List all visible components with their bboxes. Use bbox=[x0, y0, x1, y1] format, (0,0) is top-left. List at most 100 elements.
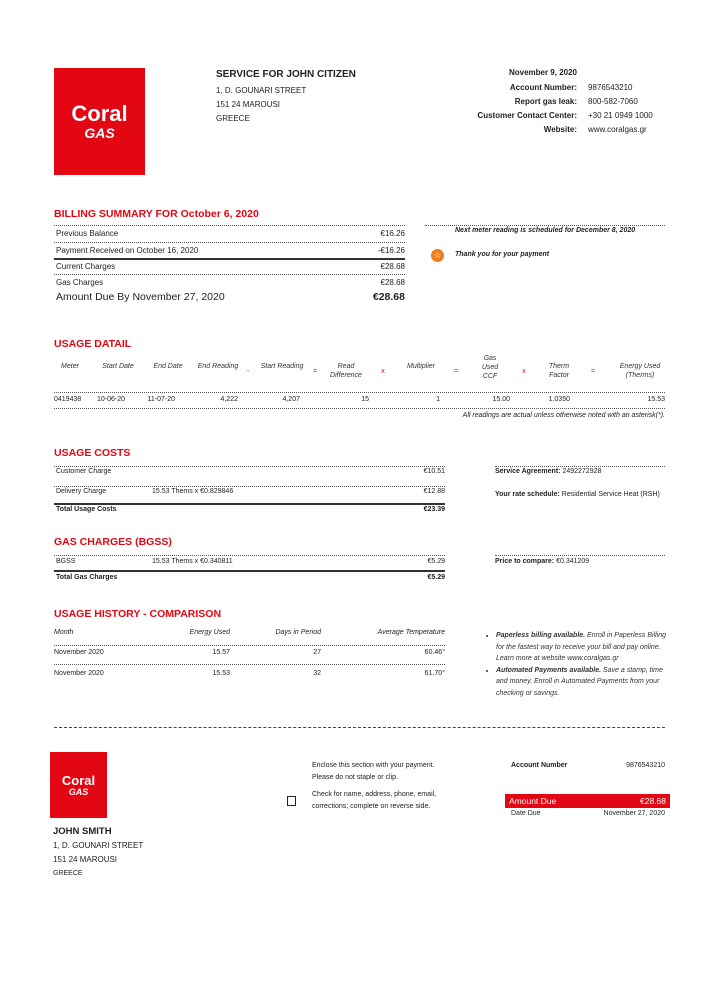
total-usage-costs-label: Total Usage Costs bbox=[56, 506, 117, 513]
divider bbox=[54, 225, 405, 226]
tips-list: Paperless billing available. Enroll in P… bbox=[482, 630, 667, 699]
delivery-charge-label: Delivery Charge bbox=[56, 488, 107, 495]
check-line-1: Check for name, address, phone, email, bbox=[312, 791, 437, 798]
usage-detail-cell: 4,222 bbox=[220, 396, 238, 403]
divider bbox=[495, 555, 665, 556]
stub-date-label: Date Due bbox=[511, 810, 541, 817]
divider bbox=[425, 225, 665, 226]
total-gas-charges-value: €5.29 bbox=[427, 574, 445, 581]
usage-detail-header: Multiplier bbox=[406, 363, 435, 370]
history-row-1-days: 27 bbox=[313, 649, 321, 656]
total-usage-costs-value: €23.39 bbox=[423, 506, 445, 513]
thanks-message: Thank you for your payment bbox=[455, 251, 550, 258]
divider bbox=[54, 555, 445, 556]
history-row-1-energy: 15.57 bbox=[212, 649, 230, 656]
usage-detail-header: = bbox=[453, 368, 459, 375]
bgss-label: BGSS bbox=[56, 558, 76, 565]
stub-name: JOHN SMITH bbox=[53, 826, 112, 837]
gas-charges-title: GAS CHARGES (BGSS) bbox=[54, 536, 172, 548]
usage-detail-cell: 1.0350 bbox=[548, 396, 570, 403]
divider bbox=[54, 503, 445, 505]
contact-center-phone: +30 21 0949 1000 bbox=[588, 111, 653, 120]
price-to-compare: Price to compare: €0.341209 bbox=[495, 558, 590, 565]
usage-detail-header: = bbox=[312, 368, 318, 375]
website-link[interactable]: www.coralgas.gr bbox=[588, 125, 647, 134]
customer-charge-value: €10.51 bbox=[423, 468, 445, 475]
usage-detail-cell: 1 bbox=[436, 396, 440, 403]
usage-detail-cell: 15 bbox=[361, 396, 369, 403]
current-charges-value: €28.68 bbox=[380, 262, 405, 271]
previous-balance-label: Previous Balance bbox=[56, 229, 119, 238]
stub-amount: €28.68 bbox=[640, 796, 666, 806]
readings-note: All readings are actual unless otherwise… bbox=[462, 412, 665, 419]
bgss-value: €5.29 bbox=[427, 558, 445, 565]
delivery-charge-detail: 15.53 Thems x €0.829846 bbox=[152, 488, 234, 495]
usage-detail-cell: 11-07-20 bbox=[147, 396, 175, 403]
service-address-2: 151 24 MAROUSI bbox=[216, 100, 281, 109]
usage-detail-header: Start Date bbox=[102, 363, 134, 370]
usage-detail-header: x bbox=[522, 368, 526, 375]
tear-line bbox=[54, 727, 665, 728]
usage-history-title: USAGE HISTORY - COMPARISON bbox=[54, 608, 222, 620]
billing-summary-title: BILLING SUMMARY FOR October 6, 2020 bbox=[54, 208, 259, 220]
usage-detail-header: = bbox=[590, 368, 596, 375]
account-number-label: Account Number: bbox=[509, 83, 577, 92]
usage-detail-header: x bbox=[381, 368, 385, 375]
usage-detail-cell: 15.00 bbox=[492, 396, 510, 403]
stub-date: November 27, 2020 bbox=[603, 810, 665, 817]
history-header-temp: Average Temperature bbox=[377, 629, 445, 636]
usage-detail-header: Start Reading bbox=[260, 363, 304, 370]
tip-paperless: Paperless billing available. Enroll in P… bbox=[496, 630, 667, 665]
divider bbox=[54, 242, 405, 243]
divider bbox=[54, 645, 445, 646]
stub-address-1: 1, D. GOUNARI STREET bbox=[53, 841, 144, 850]
history-row-1-temp: 60.46° bbox=[424, 649, 445, 656]
rate-schedule: Your rate schedule: Residential Service … bbox=[495, 491, 660, 498]
amount-due-bar: Amount Due €28.68 bbox=[505, 794, 670, 808]
divider bbox=[54, 408, 665, 409]
history-header-energy: Energy Used bbox=[189, 629, 230, 636]
gas-charges-label: Gas Charges bbox=[56, 278, 104, 287]
divider bbox=[495, 466, 665, 467]
usage-costs-title: USAGE COSTS bbox=[54, 447, 131, 459]
star-icon: ☆ bbox=[431, 249, 444, 262]
bgss-detail: 15.53 Thems x €0.340811 bbox=[152, 558, 233, 565]
usage-detail-header: End Reading bbox=[197, 363, 239, 370]
enclose-line-2: Please do not staple or clip. bbox=[312, 774, 398, 781]
usage-detail-title: USAGE DATAIL bbox=[54, 338, 132, 350]
gas-charges-value: €28.68 bbox=[380, 278, 405, 287]
divider bbox=[54, 274, 405, 275]
usage-detail-cell: 0419438 bbox=[54, 396, 82, 403]
gas-leak-label: Report gas leak: bbox=[514, 97, 577, 106]
usage-detail-header: Therm Factor bbox=[548, 363, 570, 379]
corrections-checkbox[interactable] bbox=[287, 796, 296, 806]
service-address-3: GREECE bbox=[216, 114, 250, 123]
history-row-2-temp: 61.70° bbox=[424, 670, 445, 677]
usage-detail-cell: 15.53 bbox=[647, 396, 665, 403]
service-title: SERVICE FOR JOHN CITIZEN bbox=[216, 69, 356, 80]
service-address-1: 1, D. GOUNARI STREET bbox=[216, 86, 307, 95]
usage-detail-header: - bbox=[246, 368, 250, 375]
previous-balance-value: €16.26 bbox=[380, 229, 405, 238]
next-reading-note: Next meter reading is scheduled for Dece… bbox=[455, 227, 636, 234]
stub-address-2: 151 24 MAROUSI bbox=[53, 855, 118, 864]
enclose-line-1: Enclose this section with your payment. bbox=[312, 762, 435, 769]
usage-detail-cell: 4,207 bbox=[282, 396, 300, 403]
customer-charge-label: Customer Charge bbox=[56, 468, 112, 475]
brand-logo: Coral GAS bbox=[54, 68, 145, 175]
usage-detail-header: Read Difference bbox=[330, 363, 362, 379]
divider bbox=[54, 570, 445, 572]
check-line-2: corrections; complete on reverse side. bbox=[312, 803, 431, 810]
website-label: Website: bbox=[543, 125, 577, 134]
service-agreement: Service Agreement: 2492272928 bbox=[495, 468, 602, 475]
history-row-2-days: 32 bbox=[313, 670, 321, 677]
tip-autopay: Automated Payments available. Save a sta… bbox=[496, 665, 667, 700]
amount-due-value: €28.68 bbox=[372, 291, 405, 303]
history-row-2-month: November 2020 bbox=[54, 670, 104, 677]
usage-detail-header: Gas Used CCF bbox=[481, 355, 499, 380]
usage-detail-header: End Date bbox=[153, 363, 183, 370]
history-row-2-energy: 15.53 bbox=[212, 670, 230, 677]
payment-received-value: -€16.26 bbox=[377, 246, 405, 255]
usage-detail-cell: 10-06-20 bbox=[96, 396, 125, 403]
divider bbox=[54, 466, 445, 467]
